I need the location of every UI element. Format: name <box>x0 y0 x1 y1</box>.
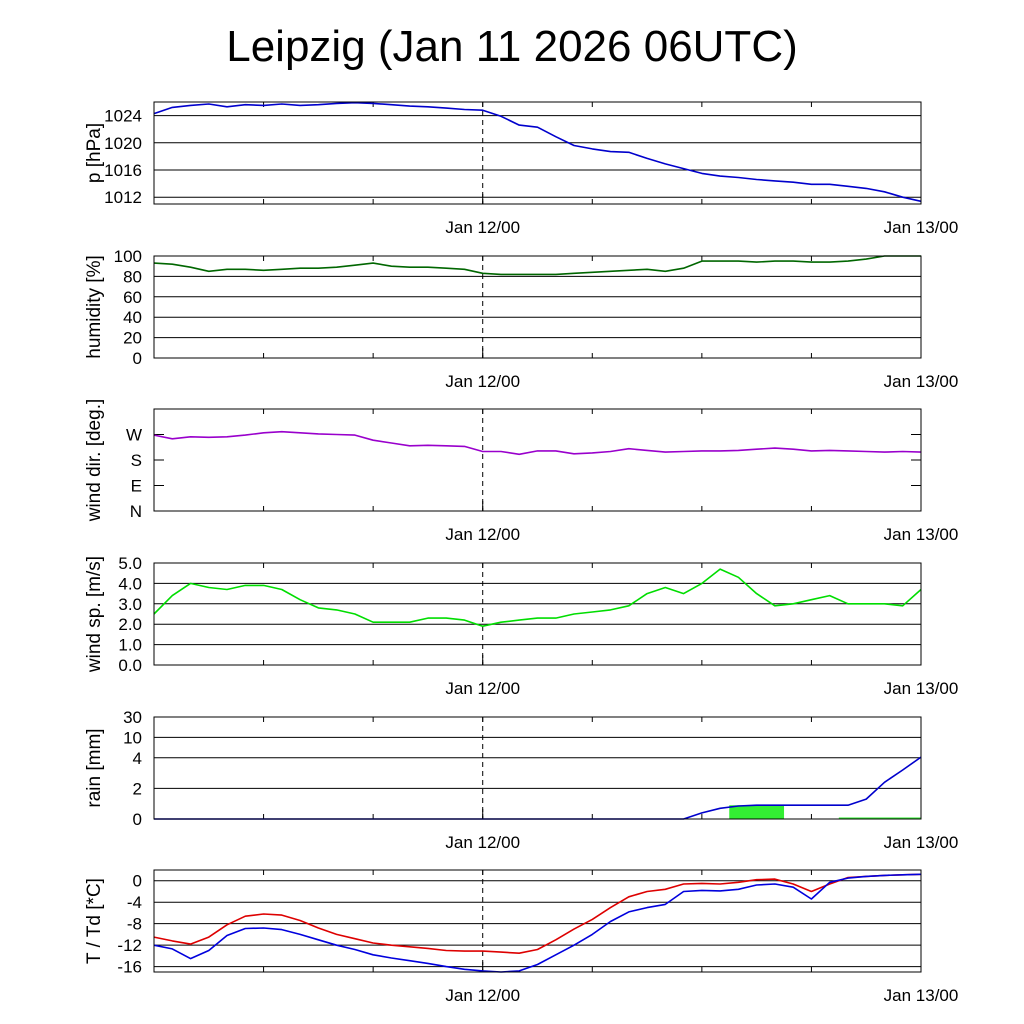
y-tick-label: 3.0 <box>118 595 142 614</box>
x-tick-label: Jan 12/00 <box>445 218 520 237</box>
plot-frame <box>153 255 922 359</box>
y-tick-label: 2.0 <box>118 615 142 634</box>
rain-bar <box>838 817 921 819</box>
y-tick-label: N <box>130 502 142 521</box>
y-tick-label: 10 <box>123 728 142 747</box>
y-axis-label: p [hPa] <box>84 123 105 183</box>
y-tick-label: -16 <box>117 958 142 977</box>
y-tick-label: 0 <box>133 872 142 891</box>
y-tick-label: 40 <box>123 308 142 327</box>
x-tick-label: Jan 13/00 <box>884 372 959 391</box>
x-tick-label: Jan 12/00 <box>445 372 520 391</box>
y-tick-label: 1.0 <box>118 636 142 655</box>
x-tick-label: Jan 12/00 <box>445 525 520 544</box>
y-tick-label: 60 <box>123 288 142 307</box>
series-line-pressure <box>153 101 922 203</box>
y-tick-label: E <box>131 477 142 496</box>
plot-frame <box>153 869 922 973</box>
y-tick-label: 80 <box>123 267 142 286</box>
y-tick-label: 0.0 <box>118 656 142 675</box>
y-tick-label: 1024 <box>104 107 142 126</box>
plot-frame <box>153 408 922 512</box>
y-tick-label: 100 <box>114 247 142 266</box>
y-tick-label: 2 <box>133 779 142 798</box>
panel-pressure: 1012 1016 1020 1024 Jan 12/00 Jan 13/00 p [hPa… <box>84 101 959 237</box>
y-axis-label: T / Td [*C] <box>84 878 105 964</box>
series-line-wind-direction <box>153 430 922 456</box>
x-tick-label: Jan 12/00 <box>445 833 520 852</box>
x-tick-label: Jan 13/00 <box>884 833 959 852</box>
x-tick-label: Jan 13/00 <box>884 986 959 1005</box>
panel-wind-speed: 0.01.0 2.03.0 4.05.0 Jan 12/00 Jan 13/00 wind… <box>84 554 958 698</box>
plot-frame <box>153 562 922 666</box>
series-line-humidity <box>153 255 921 276</box>
y-tick-label: 0 <box>133 349 142 368</box>
y-tick-label: -4 <box>127 893 142 912</box>
plot-frame <box>153 716 922 820</box>
y-tick-label: S <box>131 451 142 470</box>
plot-frame <box>153 101 922 205</box>
x-tick-label: Jan 13/00 <box>884 679 959 698</box>
y-tick-label: 5.0 <box>118 554 142 573</box>
y-tick-label: -12 <box>117 936 142 955</box>
series-line-wind-speed <box>153 568 922 628</box>
series-line-rain <box>154 756 922 820</box>
x-tick-label: Jan 13/00 <box>884 218 959 237</box>
y-tick-label: 30 <box>123 708 142 727</box>
y-tick-label: 4 <box>133 749 142 768</box>
y-tick-label: 0 <box>133 810 142 829</box>
rain-bar <box>729 805 785 819</box>
y-tick-label: 1020 <box>104 134 142 153</box>
y-tick-label: 20 <box>123 329 142 348</box>
x-tick-label: Jan 12/00 <box>445 986 520 1005</box>
y-axis-label: wind dir. [deg.] <box>84 399 105 523</box>
y-axis-label: wind sp. [m/s] <box>84 556 105 673</box>
y-tick-label: -8 <box>127 915 142 934</box>
chart-title: Leipzig (Jan 11 2026 06UTC) <box>226 22 798 71</box>
series-line-temperature-1 <box>153 873 922 973</box>
y-tick-label: 1016 <box>104 161 142 180</box>
y-tick-label: 4.0 <box>118 574 142 593</box>
y-tick-label: W <box>126 426 142 445</box>
y-tick-label: 1012 <box>104 188 142 207</box>
series-line-temperature-0 <box>153 873 922 955</box>
panel-temperature: -16 -12 -8 -4 0 Jan 12/00 Jan 13/00 T / Td [*C] <box>84 869 959 1005</box>
y-axis-label: rain [mm] <box>84 728 105 807</box>
x-tick-label: Jan 12/00 <box>445 679 520 698</box>
x-tick-label: Jan 13/00 <box>884 525 959 544</box>
y-axis-label: humidity [%] <box>84 255 105 358</box>
